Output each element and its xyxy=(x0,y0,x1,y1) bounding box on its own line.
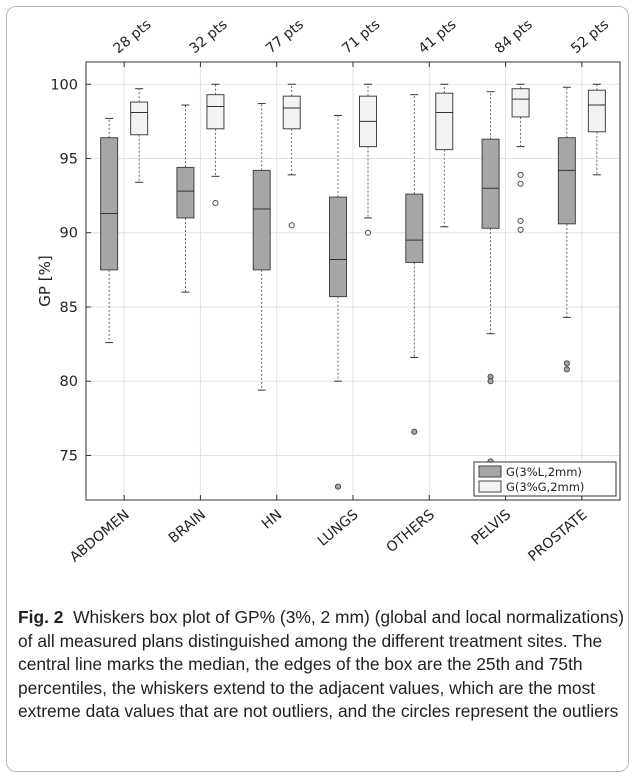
patient-count-label: 32 pts xyxy=(187,17,231,57)
x-tick-label: BRAIN xyxy=(166,507,209,547)
patient-count-label: 52 pts xyxy=(568,17,612,57)
legend-swatch xyxy=(478,465,502,478)
interquartile-box xyxy=(405,193,424,263)
y-tick-label: 85 xyxy=(60,300,78,316)
x-tick-label: OTHERS xyxy=(383,507,437,556)
box-local xyxy=(100,117,119,344)
outlier-point xyxy=(364,229,372,236)
box-global xyxy=(359,83,377,236)
y-axis-label: GP [%] xyxy=(36,255,54,306)
interquartile-box xyxy=(130,101,149,136)
interquartile-box xyxy=(282,95,301,130)
patient-count-label: 28 pts xyxy=(110,17,154,57)
box-local xyxy=(481,91,500,465)
x-tick-label: PROSTATE xyxy=(525,507,590,565)
figure-caption: Fig. 2 Whiskers box plot of GP% (3%, 2 m… xyxy=(18,606,624,724)
legend-label: G(3%G,2mm) xyxy=(506,480,584,494)
box-series xyxy=(100,83,606,490)
box-local xyxy=(329,114,347,490)
box-plot-chart: 75 80 85 90 95 100 ABDOMEN 28 pts BRAIN 32 pts HN 7… xyxy=(36,17,621,566)
x-tick-label: HN xyxy=(259,507,285,533)
box-global xyxy=(511,83,530,233)
box-global xyxy=(206,83,225,207)
y-tick-label: 80 xyxy=(60,374,78,390)
outlier-point xyxy=(563,366,570,373)
box-local xyxy=(557,86,576,373)
patient-count-label: 41 pts xyxy=(416,17,460,57)
interquartile-box xyxy=(329,196,347,298)
x-tick-label: LUNGS xyxy=(315,507,362,550)
interquartile-box xyxy=(557,137,576,225)
interquartile-box xyxy=(481,138,500,229)
x-tick-label: PELVIS xyxy=(469,507,515,549)
y-tick-label: 95 xyxy=(60,152,78,168)
interquartile-box xyxy=(252,169,271,271)
box-local xyxy=(252,103,271,391)
legend-label: G(3%L,2mm) xyxy=(506,465,582,479)
outlier-point xyxy=(563,360,570,367)
x-tick-label: ABDOMEN xyxy=(67,507,133,566)
grid-lines xyxy=(86,62,620,500)
caption-label: Fig. 2 xyxy=(18,607,64,627)
interquartile-box xyxy=(587,89,606,133)
outlier-point xyxy=(517,180,524,187)
y-tick-label: 90 xyxy=(60,226,78,242)
outlier-point xyxy=(517,217,524,224)
box-global xyxy=(587,83,606,176)
box-local xyxy=(405,94,424,435)
interquartile-box xyxy=(435,92,454,151)
outlier-point xyxy=(212,200,219,207)
legend: G(3%L,2mm)G(3%G,2mm) xyxy=(473,461,617,497)
interquartile-box xyxy=(100,137,119,271)
box-global xyxy=(130,88,149,183)
box-global xyxy=(435,83,454,228)
interquartile-box xyxy=(206,94,225,130)
patient-count-label: 77 pts xyxy=(263,17,307,57)
legend-swatch xyxy=(478,480,502,493)
outlier-point xyxy=(517,171,524,178)
interquartile-box xyxy=(176,166,195,219)
outlier-point xyxy=(487,378,494,385)
box-local xyxy=(176,104,195,293)
box-global xyxy=(282,83,301,229)
caption-text: Whiskers box plot of GP% (3%, 2 mm) (glo… xyxy=(18,607,625,722)
patient-count-label: 71 pts xyxy=(339,17,383,57)
y-tick-label: 75 xyxy=(60,448,78,464)
outlier-point xyxy=(517,226,524,233)
outlier-point xyxy=(288,222,295,229)
outlier-point xyxy=(334,483,342,490)
patient-count-label: 84 pts xyxy=(492,17,536,57)
outlier-point xyxy=(411,428,418,435)
interquartile-box xyxy=(511,88,530,118)
y-tick-label: 100 xyxy=(50,77,78,93)
